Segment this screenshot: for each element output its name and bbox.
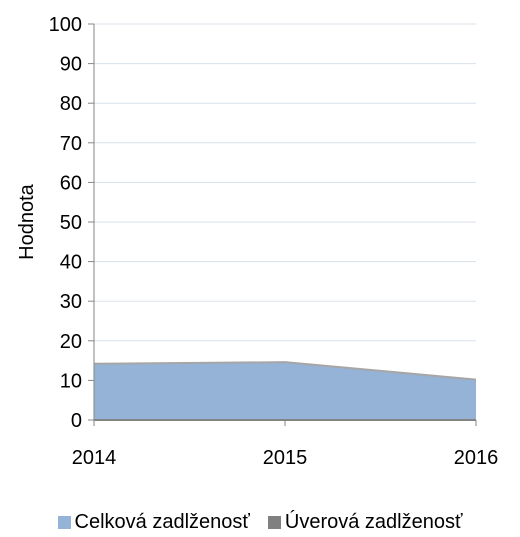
legend-item-uverova: Úverová zadlženosť <box>267 510 463 534</box>
area-chart: 0 10 20 30 40 50 60 70 80 90 100 2014 2015 2016 Hodn… <box>16 14 499 469</box>
y-tick-label: 50 <box>60 212 82 234</box>
legend-swatch-uverova <box>267 515 281 529</box>
y-tick-label: 90 <box>60 54 82 76</box>
area-outline-0 <box>93 361 477 381</box>
x-tick-label: 2015 <box>263 447 308 469</box>
y-axis-ticks: 0 10 20 30 40 50 60 70 80 90 100 <box>49 14 94 432</box>
x-tick-label: 2016 <box>454 447 499 469</box>
y-tick-label: 60 <box>60 172 82 194</box>
legend-swatch-celkova <box>57 515 71 529</box>
y-tick-label: 30 <box>60 291 82 313</box>
legend: Celková zadlženosť Úverová zadlženosť <box>0 508 520 536</box>
y-tick-label: 0 <box>71 410 82 432</box>
plot-area <box>93 361 477 421</box>
x-tick-label: 2014 <box>72 447 117 469</box>
gridlines <box>94 23 476 381</box>
area-series-0 <box>94 362 476 420</box>
y-tick-label: 10 <box>60 370 82 392</box>
y-tick-label: 40 <box>60 252 82 274</box>
x-axis-ticks: 2014 2015 2016 <box>72 420 499 469</box>
y-tick-label: 100 <box>49 14 82 36</box>
y-axis-title: Hodnota <box>16 183 38 259</box>
y-tick-label: 20 <box>60 331 82 353</box>
legend-item-celkova: Celková zadlženosť <box>57 510 250 534</box>
legend-label-uverova: Úverová zadlženosť <box>284 510 463 533</box>
legend-label-celkova: Celková zadlženosť <box>74 510 250 533</box>
y-tick-label: 80 <box>60 93 82 115</box>
y-tick-label: 70 <box>60 133 82 155</box>
